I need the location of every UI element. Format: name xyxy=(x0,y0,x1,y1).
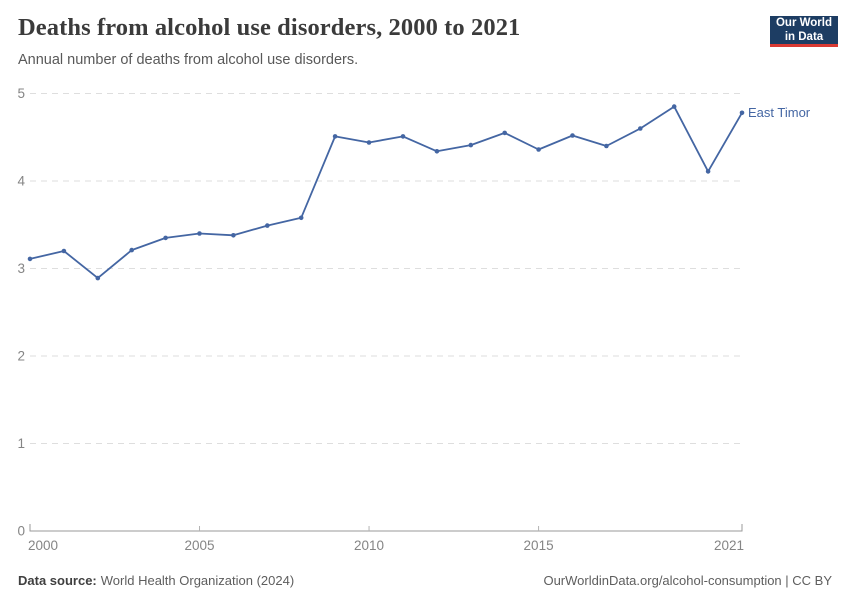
data-point[interactable] xyxy=(129,247,134,253)
data-point[interactable] xyxy=(163,235,168,241)
page-title: Deaths from alcohol use disorders, 2000 … xyxy=(18,14,521,41)
data-point[interactable] xyxy=(61,248,67,254)
logo-line1: Our World xyxy=(775,16,832,29)
data-point[interactable] xyxy=(638,126,643,131)
data-point[interactable] xyxy=(671,104,677,109)
y-tick-label: 1 xyxy=(17,436,25,451)
data-point[interactable] xyxy=(95,275,101,281)
page-subtitle: Annual number of deaths from alcohol use… xyxy=(18,52,359,68)
data-point[interactable] xyxy=(298,215,304,221)
data-point[interactable] xyxy=(502,130,508,136)
data-point[interactable] xyxy=(400,134,406,139)
data-source: Data source: World Health Organization (2… xyxy=(18,573,294,588)
data-point[interactable] xyxy=(434,149,440,154)
x-tick-label: 2015 xyxy=(524,538,554,553)
y-tick-label: 5 xyxy=(17,86,25,101)
data-point[interactable] xyxy=(265,223,270,228)
series-entity-label[interactable]: East Timor xyxy=(748,105,811,120)
data-source-label: Data source: xyxy=(18,573,97,588)
x-tick-label: 2005 xyxy=(185,538,215,553)
y-tick-label: 3 xyxy=(17,261,25,276)
chart-footer: Data source: World Health Organization (2… xyxy=(0,566,850,600)
data-point[interactable] xyxy=(705,169,711,174)
data-point[interactable] xyxy=(197,231,202,236)
x-tick-label: 2000 xyxy=(28,538,58,553)
y-tick-label: 0 xyxy=(17,524,25,539)
x-tick-label: 2010 xyxy=(354,538,384,553)
data-point[interactable] xyxy=(604,143,609,149)
owid-logo[interactable]: Our World in Data xyxy=(770,16,838,47)
data-point[interactable] xyxy=(27,256,33,262)
footer-citation-link[interactable]: OurWorldinData.org/alcohol-consumption |… xyxy=(543,573,832,588)
logo-line2: in Data xyxy=(784,31,824,43)
data-point[interactable] xyxy=(366,140,372,145)
y-tick-label: 4 xyxy=(17,174,25,189)
data-point[interactable] xyxy=(231,233,236,238)
x-tick-label: 2021 xyxy=(714,538,744,553)
y-tick-label: 2 xyxy=(17,349,25,364)
data-point[interactable] xyxy=(332,134,338,139)
data-point[interactable] xyxy=(739,110,745,116)
data-point[interactable] xyxy=(570,133,575,138)
series-line[interactable] xyxy=(29,105,743,279)
data-source-value: World Health Organization (2024) xyxy=(100,573,295,588)
data-point[interactable] xyxy=(468,142,474,148)
data-point[interactable] xyxy=(536,147,541,152)
